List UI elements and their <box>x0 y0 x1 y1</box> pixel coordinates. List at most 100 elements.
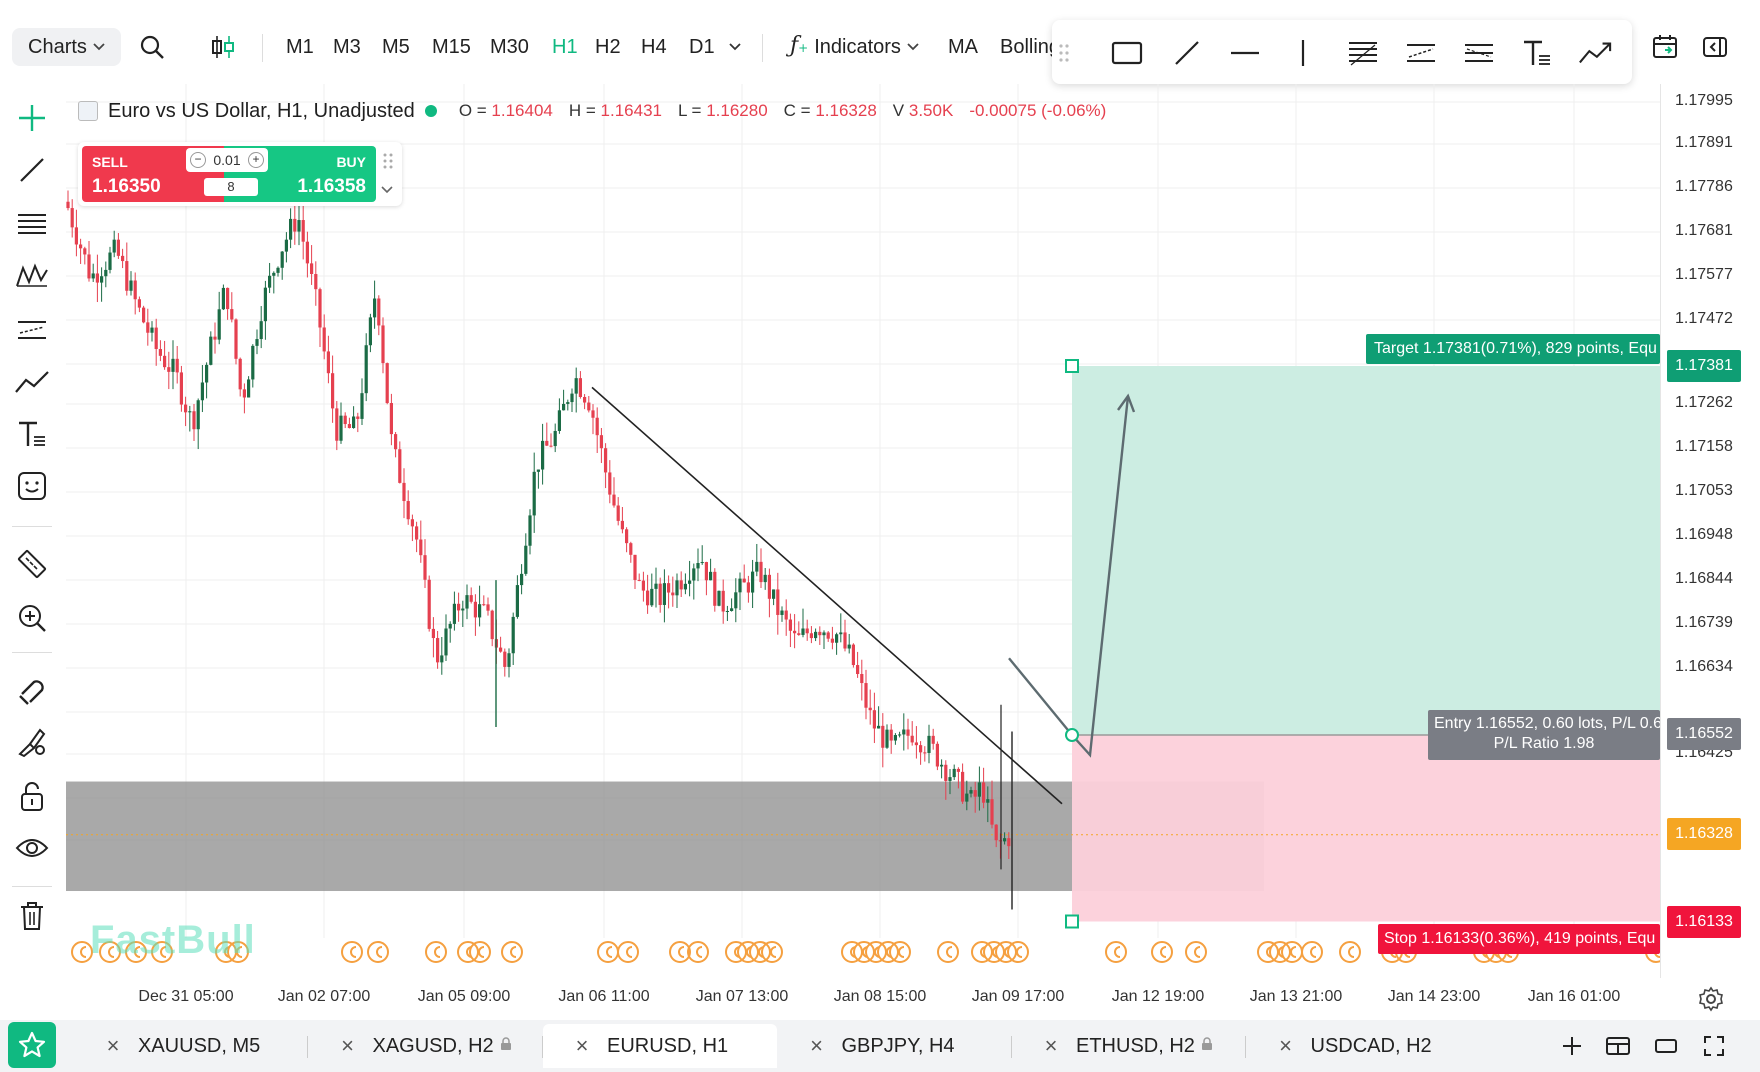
target-label[interactable]: Target 1.17381(0.71%), 829 points, Equ <box>1366 334 1660 364</box>
symbol-tab[interactable]: × ETHUSD, H2 <box>1012 1024 1246 1068</box>
lot-size-value: 0.01 <box>213 152 241 168</box>
zoom-in-icon[interactable] <box>12 598 52 638</box>
chart-settings-icon[interactable] <box>1698 986 1724 1012</box>
path-tool-icon[interactable] <box>1578 37 1612 69</box>
line-tool-icon[interactable] <box>12 150 52 190</box>
text-icon[interactable] <box>12 414 52 454</box>
candle-body <box>154 327 158 350</box>
eye-icon[interactable] <box>12 828 52 868</box>
forecast-path-icon[interactable] <box>12 362 52 402</box>
indicators-button[interactable]: ƒ+ Indicators <box>790 32 919 62</box>
candle-body <box>738 578 742 593</box>
candle-body <box>507 653 511 667</box>
expand-panel-icon[interactable] <box>380 182 394 200</box>
candlestick-type-icon[interactable] <box>208 32 238 62</box>
calendar-icon[interactable] <box>1650 32 1680 62</box>
rectangle-tool-icon[interactable] <box>1110 37 1144 69</box>
panel-drag-icon[interactable] <box>382 152 394 170</box>
candle-body <box>763 574 767 583</box>
charts-menu-button[interactable]: Charts <box>12 28 121 66</box>
symbol-tab[interactable]: × USDCAD, H2 <box>1247 1024 1481 1068</box>
lock-icon[interactable] <box>12 776 52 816</box>
quantity-field[interactable]: 8 <box>204 178 258 196</box>
ma-indicator-button[interactable]: MA <box>948 36 978 58</box>
symbol-tab[interactable]: × XAUUSD, M5 <box>74 1024 308 1068</box>
time-axis-label: Jan 07 13:00 <box>695 988 789 1005</box>
drag-handle-icon[interactable] <box>1054 37 1074 69</box>
timeframe-m15[interactable]: M15 <box>432 36 471 58</box>
price-axis[interactable]: 1.17995 1.17891 1.17786 1.17681 1.17577 1.174… <box>1660 84 1760 978</box>
vertical-line-tool-icon[interactable] <box>1286 37 1320 69</box>
layout-icon[interactable] <box>1604 1032 1632 1060</box>
candle-body <box>641 580 645 591</box>
close-tab-icon[interactable]: × <box>106 1033 120 1058</box>
stop-label[interactable]: Stop 1.16133(0.36%), 419 points, Equ <box>1378 924 1660 954</box>
symbol-tab[interactable]: × EURUSD, H1 <box>543 1024 777 1068</box>
channel-tool-icon[interactable] <box>12 310 52 350</box>
close-label: C = <box>783 101 811 120</box>
close-tab-icon[interactable]: × <box>341 1033 354 1058</box>
timeframe-m1[interactable]: M1 <box>286 36 314 58</box>
more-timeframes-icon[interactable] <box>720 32 750 62</box>
lot-stepper[interactable]: − 0.01 + <box>186 148 268 172</box>
time-axis[interactable]: Dec 31 05:00 Jan 02 07:00 Jan 05 09:00 Jan … <box>66 978 1660 1020</box>
ruler-icon[interactable] <box>12 544 52 584</box>
target-zone <box>1072 366 1660 735</box>
candle-body <box>368 317 372 346</box>
timeframe-h4[interactable]: H4 <box>641 36 667 58</box>
text-tool-icon[interactable] <box>1520 37 1554 69</box>
close-tab-icon[interactable]: × <box>810 1033 823 1058</box>
bollinger-indicator-button[interactable]: Bolling <box>1000 36 1054 58</box>
parallel-channel-tool-icon[interactable] <box>1404 37 1438 69</box>
crosshair-icon[interactable] <box>12 98 52 138</box>
candle-body <box>868 707 872 711</box>
emoji-icon[interactable] <box>12 466 52 506</box>
horizontal-line-tool-icon[interactable] <box>1228 37 1262 69</box>
collapse-panel-icon[interactable] <box>1700 32 1730 62</box>
stop-price-tag: 1.16133 <box>1667 906 1741 938</box>
candle-body <box>373 298 377 318</box>
fibonacci-icon[interactable] <box>12 204 52 244</box>
brush-icon[interactable] <box>12 722 52 762</box>
add-tab-icon[interactable] <box>1558 1032 1586 1060</box>
price-axis-label: 1.17262 <box>1675 394 1733 411</box>
close-tab-icon[interactable]: × <box>1044 1033 1058 1058</box>
timeframe-h2[interactable]: H2 <box>595 36 621 58</box>
candle-body <box>213 336 217 340</box>
candle-body <box>919 745 923 753</box>
fibonacci-tool-icon[interactable] <box>1346 37 1380 69</box>
regression-channel-tool-icon[interactable] <box>1462 37 1496 69</box>
watchlist-star-button[interactable] <box>8 1022 56 1068</box>
timeframe-m30[interactable]: M30 <box>490 36 529 58</box>
candle-body <box>700 562 704 564</box>
symbol-tab[interactable]: × GBPJPY, H4 <box>778 1024 1012 1068</box>
decrease-lot-icon[interactable]: − <box>190 152 206 168</box>
candle-body <box>704 562 708 581</box>
candle-body <box>230 309 234 320</box>
symbol-tabs-bar: × XAUUSD, M5 × XAGUSD, H2 × EURUSD, H1 × GBPJPY… <box>0 1020 1760 1072</box>
close-tab-icon[interactable]: × <box>1279 1033 1292 1058</box>
single-window-icon[interactable] <box>1652 1032 1680 1060</box>
price-chart[interactable] <box>66 84 1667 978</box>
magnet-icon[interactable] <box>12 670 52 710</box>
candle-body <box>872 710 876 729</box>
close-tab-icon[interactable]: × <box>575 1033 589 1058</box>
trendline <box>591 386 1063 805</box>
pattern-tool-icon[interactable] <box>12 256 52 296</box>
candle-body <box>633 554 637 580</box>
timeframe-m3[interactable]: M3 <box>333 36 361 58</box>
entry-label[interactable]: Entry 1.16552, 0.60 lots, P/L 0.6 P/L Ra… <box>1428 710 1660 760</box>
event-marker-glyph <box>1310 946 1317 958</box>
timeframe-d1[interactable]: D1 <box>689 36 715 58</box>
trash-icon[interactable] <box>12 896 52 936</box>
increase-lot-icon[interactable]: + <box>248 152 264 168</box>
chart-canvas[interactable] <box>66 84 1667 978</box>
timeframe-h1[interactable]: H1 <box>552 36 578 58</box>
candle-body <box>276 267 280 273</box>
fullscreen-icon[interactable] <box>1700 1032 1728 1060</box>
symbol-tab[interactable]: × XAGUSD, H2 <box>309 1024 543 1068</box>
timeframe-m5[interactable]: M5 <box>382 36 410 58</box>
candle-body <box>776 589 780 615</box>
search-icon[interactable] <box>137 32 167 62</box>
trend-line-tool-icon[interactable] <box>1170 37 1204 69</box>
